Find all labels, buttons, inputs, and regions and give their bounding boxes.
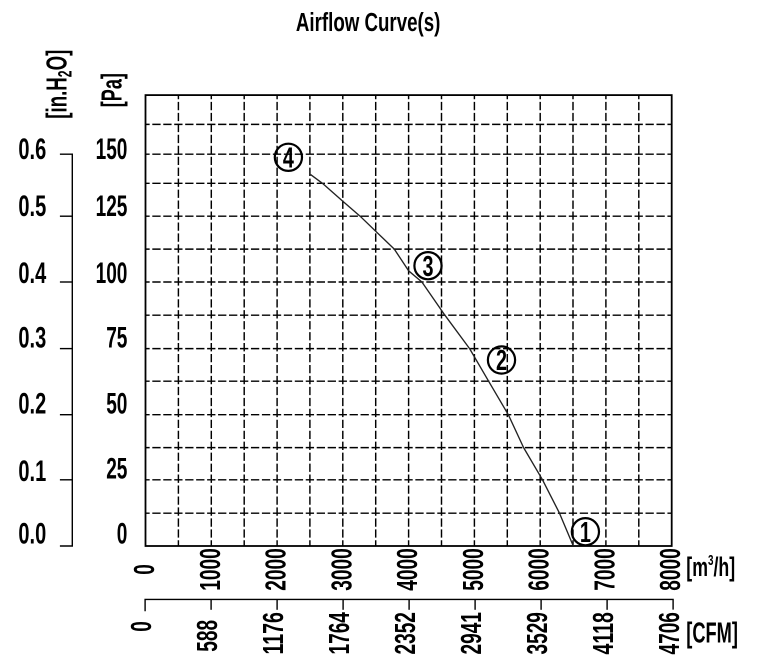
svg-text:125: 125 [96, 190, 128, 223]
svg-text:7000: 7000 [589, 548, 621, 590]
svg-text:[Pa]: [Pa] [97, 73, 129, 107]
svg-text:4118: 4118 [588, 612, 620, 654]
svg-text:0.4: 0.4 [18, 257, 46, 290]
svg-text:25: 25 [106, 453, 127, 486]
svg-text:4: 4 [283, 143, 294, 175]
svg-text:4706: 4706 [654, 612, 686, 654]
svg-text:0.3: 0.3 [18, 322, 46, 355]
svg-text:2352: 2352 [390, 612, 422, 654]
svg-text:75: 75 [106, 322, 127, 355]
svg-text:8000: 8000 [655, 548, 687, 590]
svg-text:1: 1 [580, 517, 591, 549]
svg-text:2941: 2941 [456, 612, 488, 654]
svg-text:1176: 1176 [258, 612, 290, 654]
svg-text:[in.H2O]: [in.H2O] [42, 50, 77, 119]
svg-text:0.6: 0.6 [18, 133, 46, 166]
svg-text:1000: 1000 [195, 548, 227, 590]
svg-text:2: 2 [496, 345, 507, 377]
svg-text:4000: 4000 [392, 548, 424, 590]
svg-text:1764: 1764 [324, 612, 356, 654]
svg-text:0.0: 0.0 [18, 517, 46, 550]
svg-text:0: 0 [129, 564, 161, 575]
svg-text:5000: 5000 [458, 548, 490, 590]
svg-text:0: 0 [117, 517, 128, 550]
svg-text:0.1: 0.1 [18, 455, 46, 488]
svg-text:6000: 6000 [524, 548, 556, 590]
svg-text:[m3/h]: [m3/h] [686, 552, 735, 582]
svg-text:50: 50 [106, 388, 127, 421]
svg-text:588: 588 [192, 620, 224, 652]
svg-text:[CFM]: [CFM] [686, 618, 738, 650]
svg-text:3: 3 [423, 251, 434, 283]
svg-text:0.2: 0.2 [18, 388, 46, 421]
svg-text:0: 0 [126, 621, 158, 632]
svg-text:100: 100 [96, 257, 128, 290]
svg-text:Airflow Curve(s): Airflow Curve(s) [296, 7, 441, 37]
svg-text:3529: 3529 [522, 612, 554, 654]
svg-text:3000: 3000 [326, 548, 358, 590]
svg-text:2000: 2000 [261, 548, 293, 590]
svg-text:0.5: 0.5 [18, 190, 46, 223]
svg-text:150: 150 [96, 133, 128, 166]
